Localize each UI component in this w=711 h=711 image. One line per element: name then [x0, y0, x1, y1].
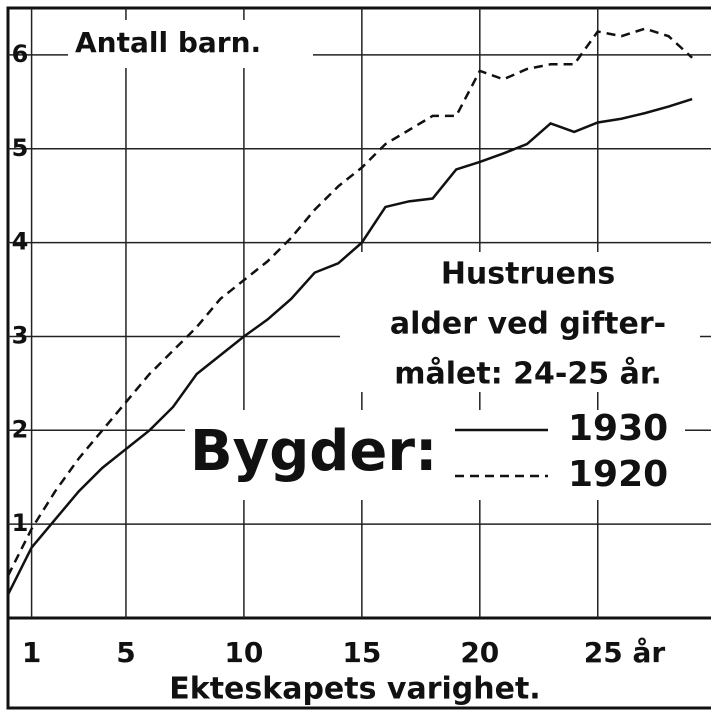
x-tick-label: 25 år: [584, 636, 666, 669]
y-tick-label: 4: [12, 228, 29, 256]
y-tick-label: 3: [12, 321, 29, 349]
y-axis-label: Antall barn.: [75, 26, 261, 59]
annotation: alder ved gifter-: [390, 307, 666, 342]
x-tick-label: 1: [22, 636, 41, 669]
y-tick-label: 2: [12, 415, 29, 443]
label-background: [340, 252, 700, 392]
label-background: [68, 20, 313, 68]
series-line: [6, 27, 693, 577]
x-axis-label: Ekteskapets varighet.: [169, 672, 540, 707]
x-tick-label: 10: [224, 636, 263, 669]
series-line: [6, 97, 693, 596]
legend-title: Bygder:: [190, 419, 437, 484]
x-tick-label: 20: [460, 636, 499, 669]
annotation: målet: 24-25 år.: [394, 356, 661, 392]
legend-label: 1930: [568, 408, 668, 449]
annotation: Hustruens: [441, 257, 615, 292]
x-tick-label: 5: [116, 636, 135, 669]
legend-label: 1920: [568, 454, 668, 495]
y-tick-label: 5: [12, 134, 29, 162]
label-background: [185, 410, 685, 500]
y-tick-label: 1: [12, 509, 29, 537]
frame: [6, 6, 711, 710]
x-tick-label: 15: [342, 636, 381, 669]
y-tick-label: 6: [12, 40, 29, 68]
